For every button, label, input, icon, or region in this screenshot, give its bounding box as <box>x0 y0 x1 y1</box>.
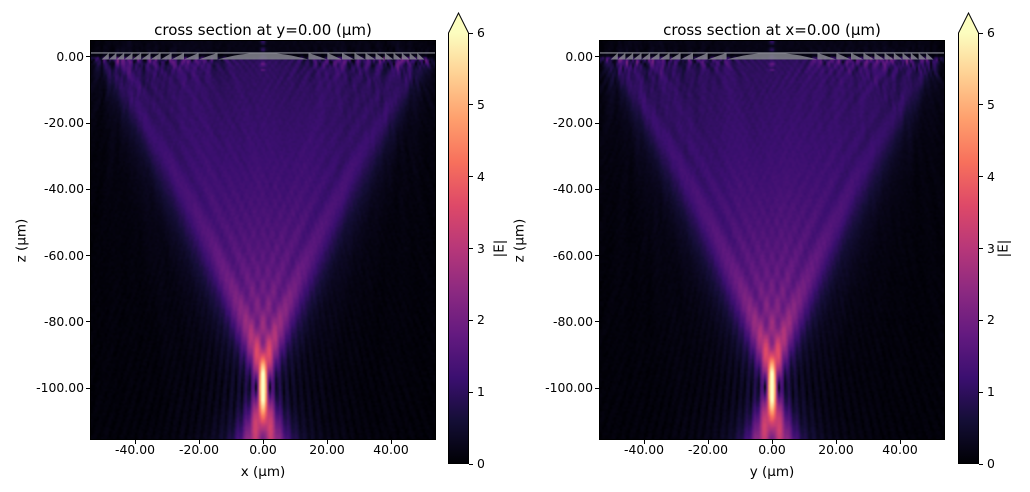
x-tick-label: 20.00 <box>818 442 854 457</box>
colorbar-tick-label: 3 <box>987 240 995 256</box>
colorbar-tick-label: 1 <box>987 384 995 400</box>
lens-structure-overlay-0 <box>91 52 435 60</box>
z-tick-mark <box>86 387 90 389</box>
heatmap-canvas-1 <box>600 41 944 439</box>
z-tick-mark <box>86 188 90 190</box>
x-tick-mark <box>643 440 645 444</box>
colorbar-tick-mark <box>469 104 473 106</box>
z-tick-mark <box>595 56 599 58</box>
z-tick-label: -60.00 <box>44 247 84 263</box>
colorbar-tick-label: 2 <box>477 312 485 328</box>
colorbar-tick-label: 5 <box>987 96 995 112</box>
colorbar-tick-label: 4 <box>477 168 485 184</box>
x-axis-label-right: y (μm) <box>749 464 795 480</box>
lens-structure-overlay-1 <box>600 52 944 60</box>
x-tick-label: -40.00 <box>624 442 664 457</box>
x-tick-label: 0.00 <box>758 442 786 457</box>
colorbar-tick-mark <box>469 463 473 465</box>
plot-area-right <box>599 40 945 440</box>
z-tick-label: -60.00 <box>553 247 593 263</box>
z-tick-mark <box>595 255 599 257</box>
colorbar-tick-label: 2 <box>987 312 995 328</box>
z-tick-label: -40.00 <box>44 181 84 197</box>
z-tick-label: -40.00 <box>553 181 593 197</box>
z-tick-label: -100.00 <box>36 380 84 395</box>
x-tick-label: -20.00 <box>688 442 728 457</box>
x-tick-label: -20.00 <box>179 442 219 457</box>
colorbar-tick-mark <box>469 319 473 321</box>
x-tick-label: 0.00 <box>249 442 277 457</box>
colorbar-tick-label: 1 <box>477 384 485 400</box>
colorbar-tick-mark <box>979 32 983 34</box>
z-tick-label: -80.00 <box>44 313 84 329</box>
colorbar-tick-label: 6 <box>987 25 995 40</box>
plot-title-right: cross section at x=0.00 (μm) <box>663 21 881 39</box>
colorbar-tick-mark <box>469 176 473 178</box>
z-tick-label: 0.00 <box>56 48 84 64</box>
z-tick-mark <box>595 321 599 323</box>
colorbar-tick-label: 5 <box>477 96 485 112</box>
colorbar-1 <box>958 11 979 464</box>
x-tick-mark <box>390 440 392 444</box>
x-tick-mark <box>134 440 136 444</box>
z-tick-label: -20.00 <box>44 115 84 131</box>
plot-area-left <box>90 40 436 440</box>
x-axis-label-left: x (μm) <box>240 464 286 480</box>
x-tick-label: 40.00 <box>373 442 409 457</box>
z-tick-label: -80.00 <box>553 313 593 329</box>
z-tick-mark <box>595 122 599 124</box>
plot-title-left: cross section at y=0.00 (μm) <box>154 21 372 39</box>
y-axis-label-right: z (μm) <box>511 218 528 263</box>
z-tick-mark <box>86 56 90 58</box>
colorbar-tick-label: 0 <box>987 456 995 471</box>
x-tick-mark <box>262 440 264 444</box>
colorbar-tick-mark <box>469 391 473 393</box>
colorbar-0 <box>448 11 469 464</box>
y-axis-label-left: z (μm) <box>13 218 30 263</box>
heatmap-canvas-0 <box>91 41 435 439</box>
x-tick-label: 20.00 <box>309 442 345 457</box>
colorbar-tick-mark <box>469 32 473 34</box>
z-tick-mark <box>595 387 599 389</box>
z-tick-mark <box>595 188 599 190</box>
colorbar-tick-label: 6 <box>477 25 485 40</box>
x-tick-mark <box>707 440 709 444</box>
x-tick-mark <box>899 440 901 444</box>
z-tick-label: -20.00 <box>553 115 593 131</box>
colorbar-tick-mark <box>469 248 473 249</box>
z-tick-mark <box>86 122 90 124</box>
z-tick-label: 0.00 <box>565 48 593 64</box>
colorbar-tick-mark <box>979 463 983 465</box>
z-tick-label: -100.00 <box>545 380 593 395</box>
z-tick-mark <box>86 321 90 323</box>
x-tick-label: 40.00 <box>882 442 918 457</box>
x-tick-mark <box>198 440 200 444</box>
colorbar-tick-mark <box>979 104 983 106</box>
colorbar-tick-mark <box>979 176 983 178</box>
z-tick-mark <box>86 255 90 257</box>
colorbar-tick-label: 4 <box>987 168 995 184</box>
x-tick-mark <box>326 440 328 444</box>
colorbar-tick-label: 3 <box>477 240 485 256</box>
colorbar-tick-label: 0 <box>477 456 485 471</box>
x-tick-mark <box>835 440 837 444</box>
x-tick-label: -40.00 <box>115 442 155 457</box>
x-tick-mark <box>771 440 773 444</box>
colorbar-tick-mark <box>979 391 983 393</box>
colorbar-tick-mark <box>979 248 983 249</box>
colorbar-tick-mark <box>979 319 983 321</box>
